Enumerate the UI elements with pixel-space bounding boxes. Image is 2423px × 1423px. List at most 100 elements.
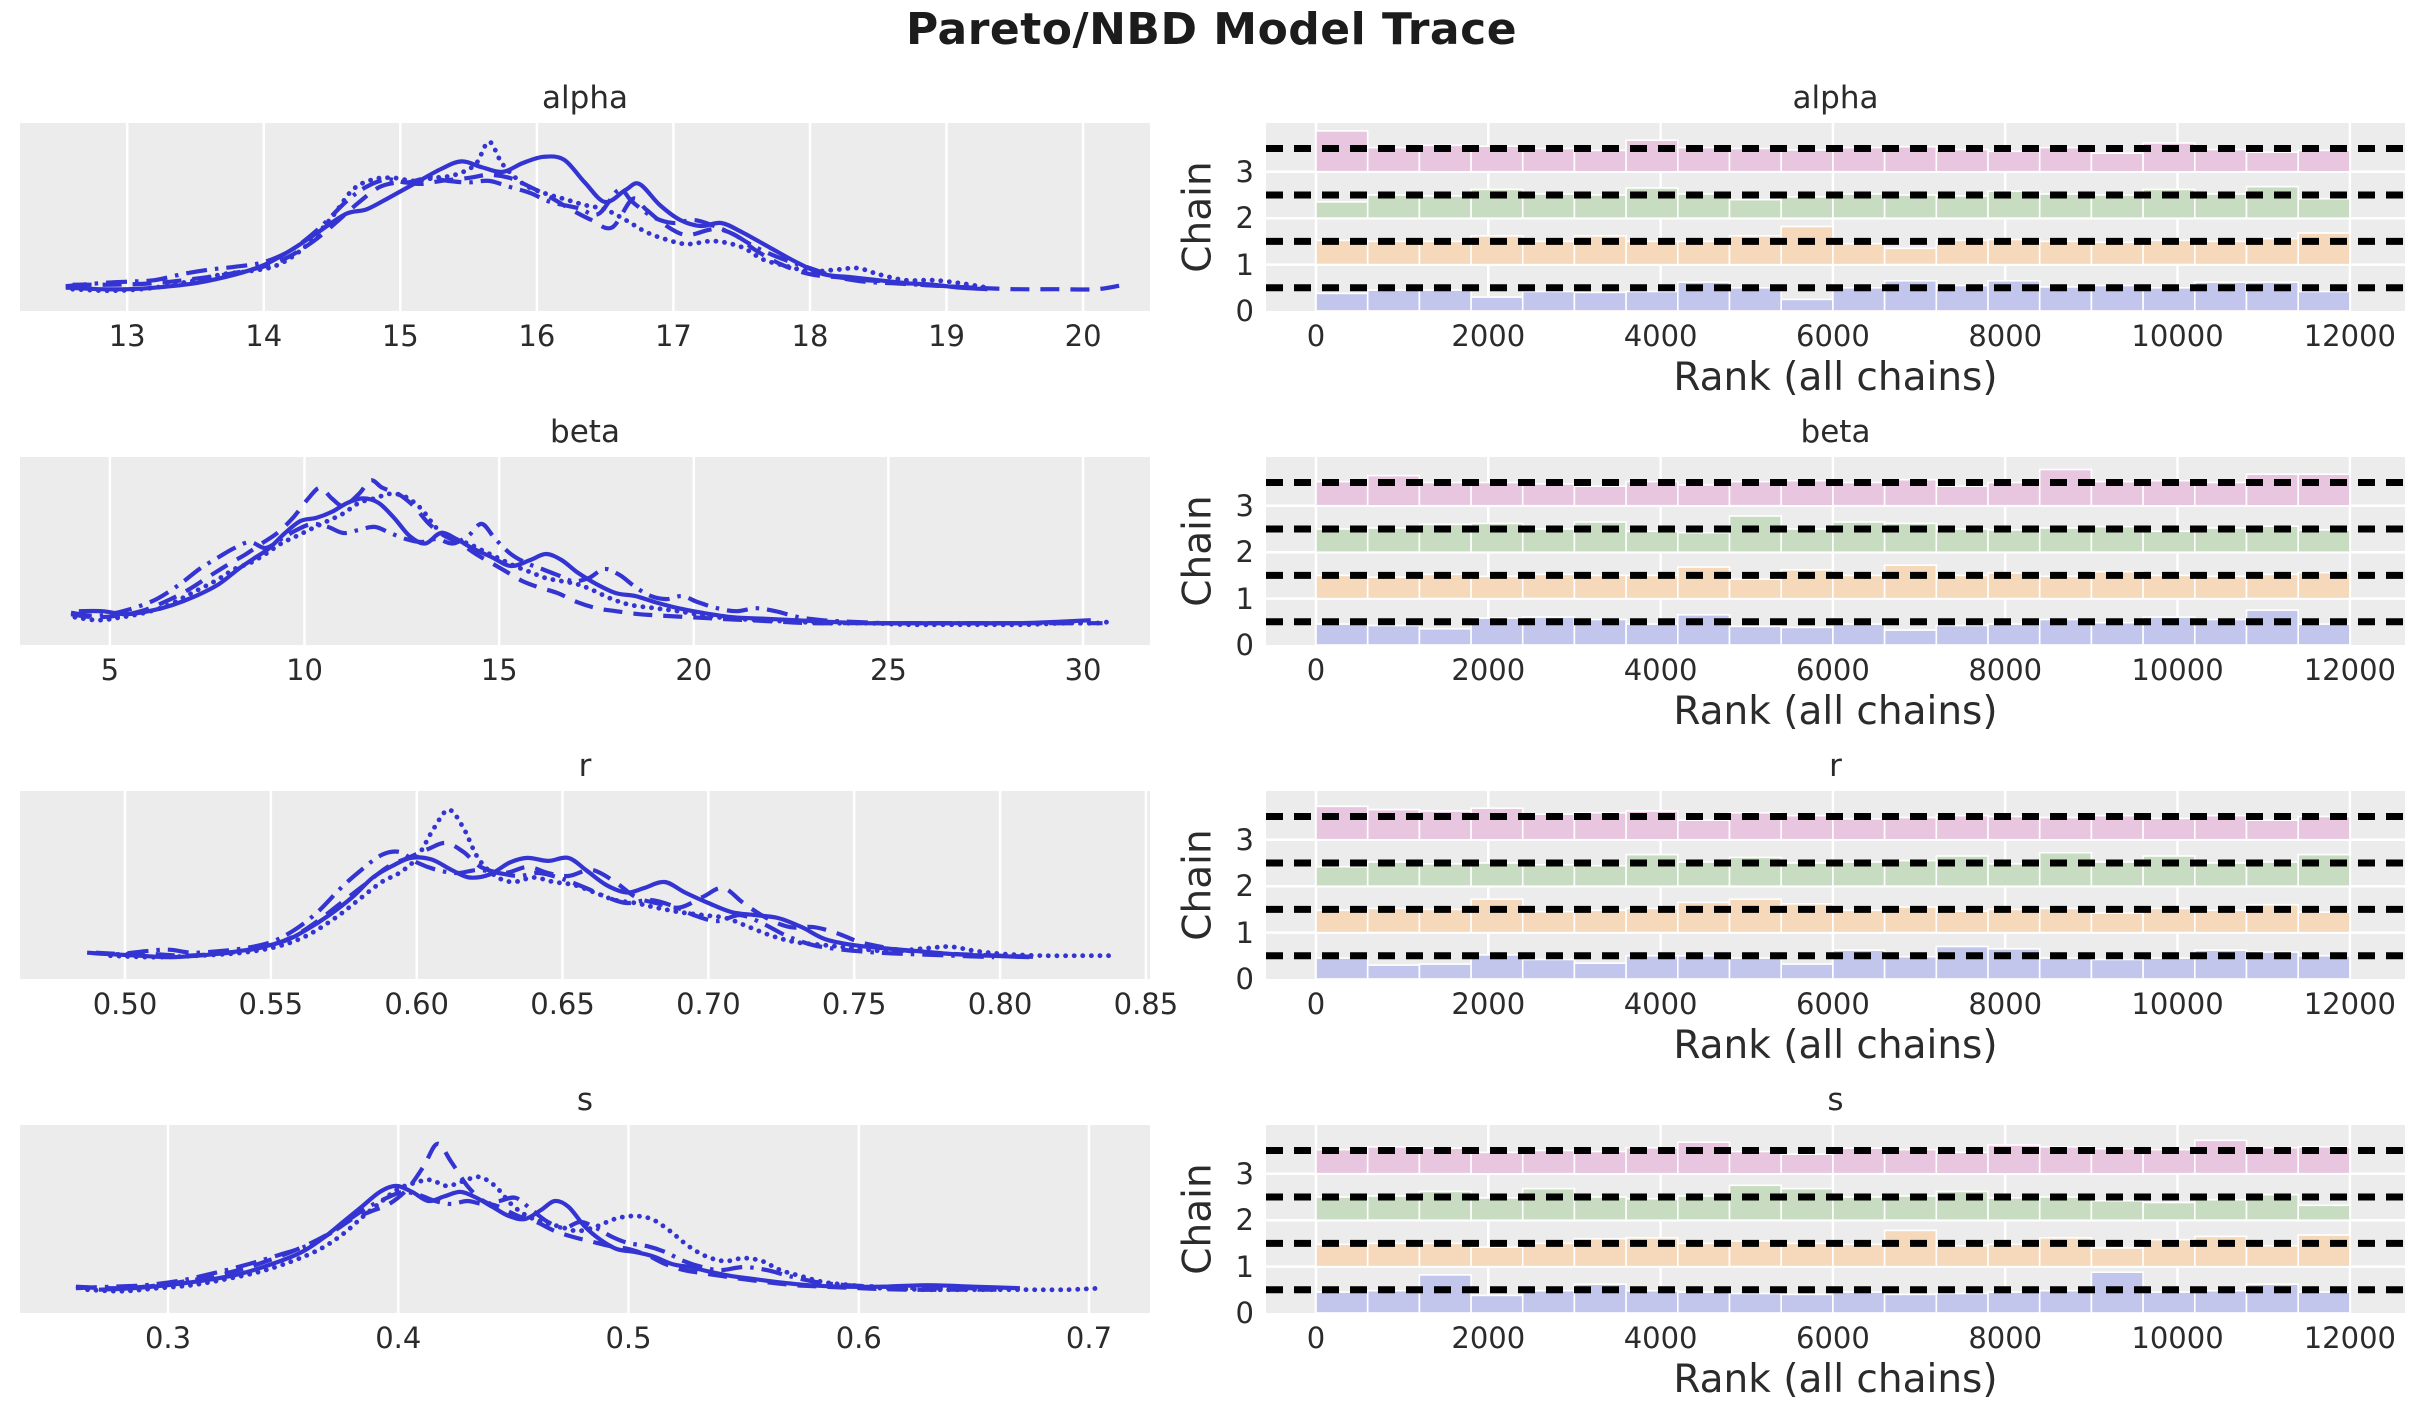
rank-bar-chain-0 [1418, 289, 1472, 311]
rank-bar-chain-0 [1573, 962, 1627, 979]
rank-bar-chain-0 [1728, 957, 1783, 979]
rank-bar-chain-0 [1625, 623, 1679, 645]
subplot-title-r-kde: r [578, 748, 592, 784]
x-tick-label: 12000 [2303, 653, 2396, 687]
rank-bar-chain-0 [1521, 290, 1576, 311]
rank-bar-chain-2 [1987, 529, 2041, 554]
x-tick-label: 0.7 [1065, 1321, 1113, 1355]
x-tick-label: 10000 [2131, 653, 2224, 687]
x-tick-label: 12000 [2303, 1321, 2396, 1355]
x-tick-label: 16 [518, 319, 556, 353]
rank-bar-chain-1 [2090, 912, 2144, 934]
rank-bar-chain-0 [1521, 958, 1576, 979]
rank-bar-chain-3 [1625, 139, 1679, 173]
rank-bar-chain-1 [1366, 576, 1421, 600]
kde-plot-s [20, 1125, 1150, 1313]
rank-bar-chain-3 [2038, 816, 2093, 841]
rank-bar-chain-0 [1832, 623, 1886, 645]
rank-bar-chain-3 [2038, 468, 2093, 507]
kde-plot-r [20, 791, 1150, 979]
rank-bar-chain-2 [1315, 201, 1369, 219]
x-tick-label: 0.85 [1113, 987, 1179, 1021]
rank-bar-chain-3 [2142, 817, 2196, 841]
rank-bar-chain-0 [1366, 1289, 1421, 1313]
rank-bar-chain-2 [2245, 185, 2300, 219]
rank-bar-chain-0 [1625, 1289, 1679, 1313]
rank-bar-chain-1 [1470, 1246, 1524, 1268]
x-tick-label: 0 [1306, 1321, 1326, 1355]
rank-bar-chain-3 [2297, 815, 2351, 841]
x-tick-label: 8000 [1968, 653, 2043, 687]
rank-bar-chain-3 [1521, 483, 1576, 507]
rank-bar-chain-0 [1315, 1291, 1369, 1313]
x-tick-label: 20 [675, 653, 713, 687]
rank-bar-chain-0 [1780, 963, 1834, 979]
y-axis-label: Chain [1175, 495, 1221, 607]
x-tick-label: 0.6 [835, 1321, 882, 1355]
rank-bar-chain-3 [2245, 151, 2300, 173]
x-tick-label: 0.3 [144, 1321, 192, 1355]
rank-bar-chain-3 [1315, 805, 1369, 841]
y-tick-label: 0 [1235, 1296, 1254, 1330]
rank-bar-chain-1 [1728, 578, 1783, 600]
rank-bar-chain-0 [1935, 1292, 1989, 1313]
x-tick-label: 10 [286, 653, 323, 687]
rank-bar-chain-3 [1780, 1153, 1834, 1175]
rank-bar-chain-1 [1883, 247, 1938, 266]
x-tick-label: 0 [1306, 987, 1326, 1021]
rank-bar-chain-3 [2090, 152, 2144, 173]
x-tick-label: 0 [1306, 653, 1326, 687]
rank-bar-chain-2 [1625, 1198, 1679, 1222]
rank-bar-chain-0 [1728, 625, 1783, 645]
x-tick-label: 12000 [2303, 987, 2396, 1021]
rank-bar-chain-2 [1935, 195, 1989, 220]
rank-bar-chain-0 [2245, 609, 2300, 645]
subplot-title-s-rank: s [1827, 1082, 1844, 1118]
x-tick-label: 0.60 [384, 987, 449, 1021]
rank-bar-chain-2 [1780, 196, 1834, 220]
rank-bar-chain-0 [1418, 1274, 1472, 1313]
x-axis-label: Rank (all chains) [1673, 1357, 1998, 1402]
rank-bar-chain-0 [1883, 629, 1938, 645]
rank-bar-chain-2 [1625, 853, 1679, 887]
rank-bar-chain-2 [1573, 864, 1627, 887]
x-tick-label: 0.80 [967, 987, 1033, 1021]
y-tick-label: 1 [1235, 1249, 1254, 1284]
rank-bar-chain-0 [1470, 1294, 1524, 1313]
rank-bar-chain-0 [1315, 957, 1369, 979]
rank-bar-chain-0 [2297, 623, 2351, 645]
rank-bar-chain-2 [2193, 1198, 2248, 1221]
x-tick-label: 0.4 [375, 1321, 422, 1355]
rank-bar-chain-0 [1418, 628, 1472, 645]
x-tick-label: 15 [381, 319, 419, 353]
rank-bar-chain-3 [1573, 485, 1627, 507]
rank-bar-chain-3 [1780, 149, 1834, 173]
rank-bar-chain-3 [1728, 1150, 1783, 1175]
y-axis-label: Chain [1175, 161, 1221, 273]
rank-bar-chain-0 [1625, 290, 1679, 311]
rank-bar-chain-0 [2038, 957, 2093, 979]
subplot-title-alpha-rank: alpha [1792, 80, 1879, 116]
rank-bar-chain-3 [1935, 148, 1989, 173]
figure-title: Pareto/NBD Model Trace [905, 4, 1518, 55]
rank-bar-chain-1 [2193, 575, 2248, 600]
kde-curve-chain-0 [98, 1183, 1020, 1292]
x-tick-label: 2000 [1451, 319, 1526, 353]
rank-bar-chain-3 [2245, 819, 2300, 841]
y-tick-label: 3 [1235, 154, 1254, 189]
rank-bar-chain-2 [1987, 1197, 2041, 1222]
x-axis-label: Rank (all chains) [1673, 1023, 1998, 1068]
x-tick-label: 0.75 [821, 987, 887, 1021]
rank-bar-chain-0 [2090, 958, 2144, 979]
rank-plot-s [1266, 1125, 2405, 1313]
rank-bar-chain-0 [1573, 291, 1627, 311]
x-tick-label: 17 [654, 319, 692, 353]
x-tick-label: 8000 [1968, 987, 2043, 1021]
kde-curve-chain-2 [72, 491, 1113, 628]
rank-bar-chain-1 [2297, 1234, 2351, 1268]
x-axis-label: Rank (all chains) [1673, 689, 1998, 734]
rank-bar-chain-2 [1521, 864, 1576, 888]
rank-bar-chain-1 [1521, 910, 1576, 934]
y-tick-label: 2 [1235, 535, 1254, 570]
y-tick-label: 0 [1235, 962, 1254, 996]
